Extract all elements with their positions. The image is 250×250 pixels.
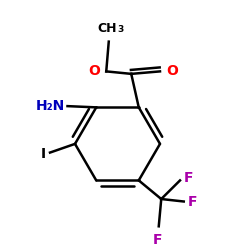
Text: CH: CH	[98, 22, 117, 36]
Text: F: F	[184, 172, 193, 185]
Text: O: O	[166, 64, 178, 78]
Text: I: I	[40, 147, 46, 161]
Text: O: O	[88, 64, 100, 78]
Text: F: F	[188, 194, 197, 208]
Text: F: F	[153, 232, 162, 246]
Text: H₂N: H₂N	[36, 99, 65, 113]
Text: 3: 3	[117, 25, 123, 34]
